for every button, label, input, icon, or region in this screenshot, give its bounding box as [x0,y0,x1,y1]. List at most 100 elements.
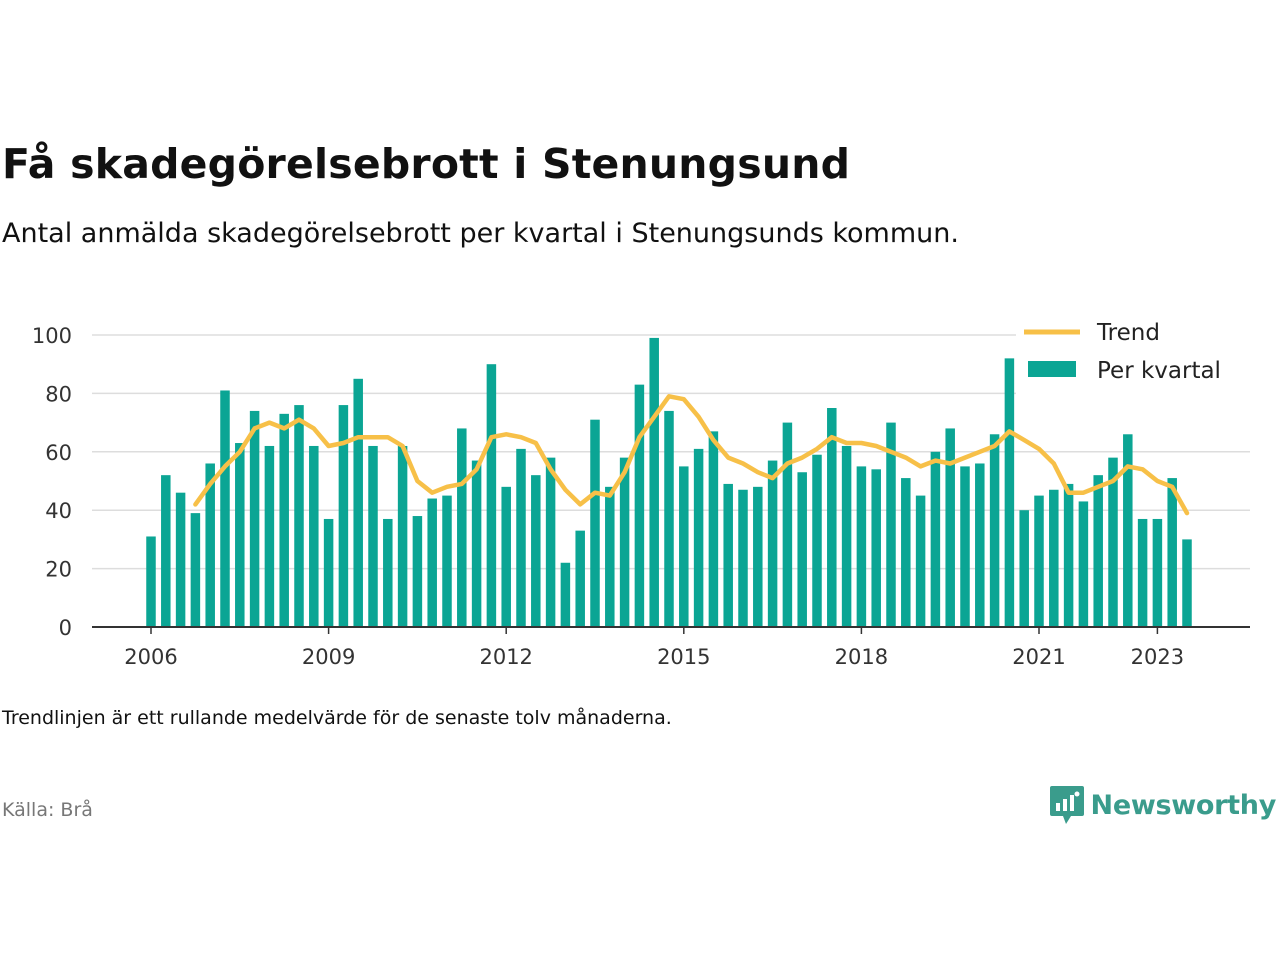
bar [427,498,437,627]
bar [753,486,763,627]
bar [545,457,556,627]
trend-line [193,394,1190,516]
y-tick-label: 100 [32,324,72,348]
bar [205,463,215,627]
bar [146,536,156,627]
chart-subtitle: Antal anmälda skadegörelsebrott per kvar… [2,218,959,249]
chart-note: Trendlinjen är ett rullande medelvärde f… [2,707,672,729]
source-label: Källa: Brå [2,799,93,821]
bar [279,413,289,627]
bar [812,454,822,627]
legend-trend-label: Trend [1096,320,1160,346]
bar [708,431,719,627]
bar-line-chart: 0 20 40 60 80 100 2006 2009 2012 2015 2018 2021 2023… [32,314,1256,669]
bar [1004,358,1015,627]
bar [575,530,585,627]
bar [901,478,911,627]
legend-bar-label: Per kvartal [1097,358,1221,384]
bar [679,466,689,627]
bar [323,518,334,627]
bar [930,451,941,627]
y-tick-label: 0 [59,616,72,640]
bar [886,422,896,627]
bar [693,448,704,627]
bar [1049,489,1059,627]
bar [338,405,349,627]
bar [368,445,378,627]
bar [871,469,881,627]
bar [309,445,319,627]
bar [190,513,201,627]
bar [856,466,867,627]
bar [723,483,733,627]
axes: 0 20 40 60 80 100 2006 2009 2012 2015 2018 2021 2023 [32,324,1250,669]
bar [634,384,645,627]
bar [915,495,926,627]
bar [664,410,674,627]
x-tick-label: 2012 [479,645,532,669]
bar [560,562,571,627]
bar [383,518,393,627]
line-series-trend [193,394,1190,516]
bar [619,457,630,627]
bar [1093,475,1103,627]
bar [1063,483,1074,627]
y-tick-label: 40 [45,499,72,523]
bar [605,486,615,627]
chart-title: Få skadegörelsebrott i Stenungsund [2,140,851,188]
bar [827,408,837,627]
y-tick-label: 80 [45,382,72,406]
bar [738,489,748,627]
bar [1167,478,1177,627]
legend-bar-swatch [1028,361,1076,377]
x-tick-label: 2015 [657,645,710,669]
bar [1108,457,1118,627]
bar [397,445,408,627]
bar [353,378,363,627]
bar [516,448,526,627]
x-tick-label: 2006 [124,645,177,669]
bar [294,405,304,627]
bar [161,475,171,627]
bar [767,460,778,627]
legend-background [1016,314,1256,398]
x-tick-label: 2018 [835,645,888,669]
bar [486,364,497,627]
bar [457,428,467,627]
bar [989,434,1000,627]
brand-name: Newsworthy [1090,789,1277,821]
bar [782,422,793,627]
bar [649,337,659,627]
bar [960,466,970,627]
bar [235,443,245,627]
bar [1182,539,1192,627]
bar [471,460,482,627]
bar-series-per-kvartal [146,337,1192,627]
y-tick-label: 60 [45,441,72,465]
bar [1152,518,1163,627]
bar [975,463,985,627]
newsworthy-brand[interactable]: Newsworthy [1049,784,1276,826]
x-tick-label: 2021 [1012,645,1065,669]
bar [1034,495,1044,627]
x-tick-label: 2023 [1131,645,1184,669]
x-tick-label: 2009 [302,645,355,669]
bar [1078,501,1089,627]
bar [1137,518,1148,627]
bar [1019,510,1029,627]
bar [264,445,275,627]
bar [841,445,852,627]
bar [501,486,511,627]
legend: Trend Per kvartal [1016,314,1256,398]
bar [531,475,541,627]
bar [1123,434,1133,627]
bar [249,410,260,627]
bar [945,428,955,627]
bar [797,472,807,627]
bar [220,390,230,627]
y-tick-label: 20 [45,558,72,582]
bar [590,419,600,627]
bar [442,495,452,627]
bar [412,516,423,627]
bar [175,492,186,627]
